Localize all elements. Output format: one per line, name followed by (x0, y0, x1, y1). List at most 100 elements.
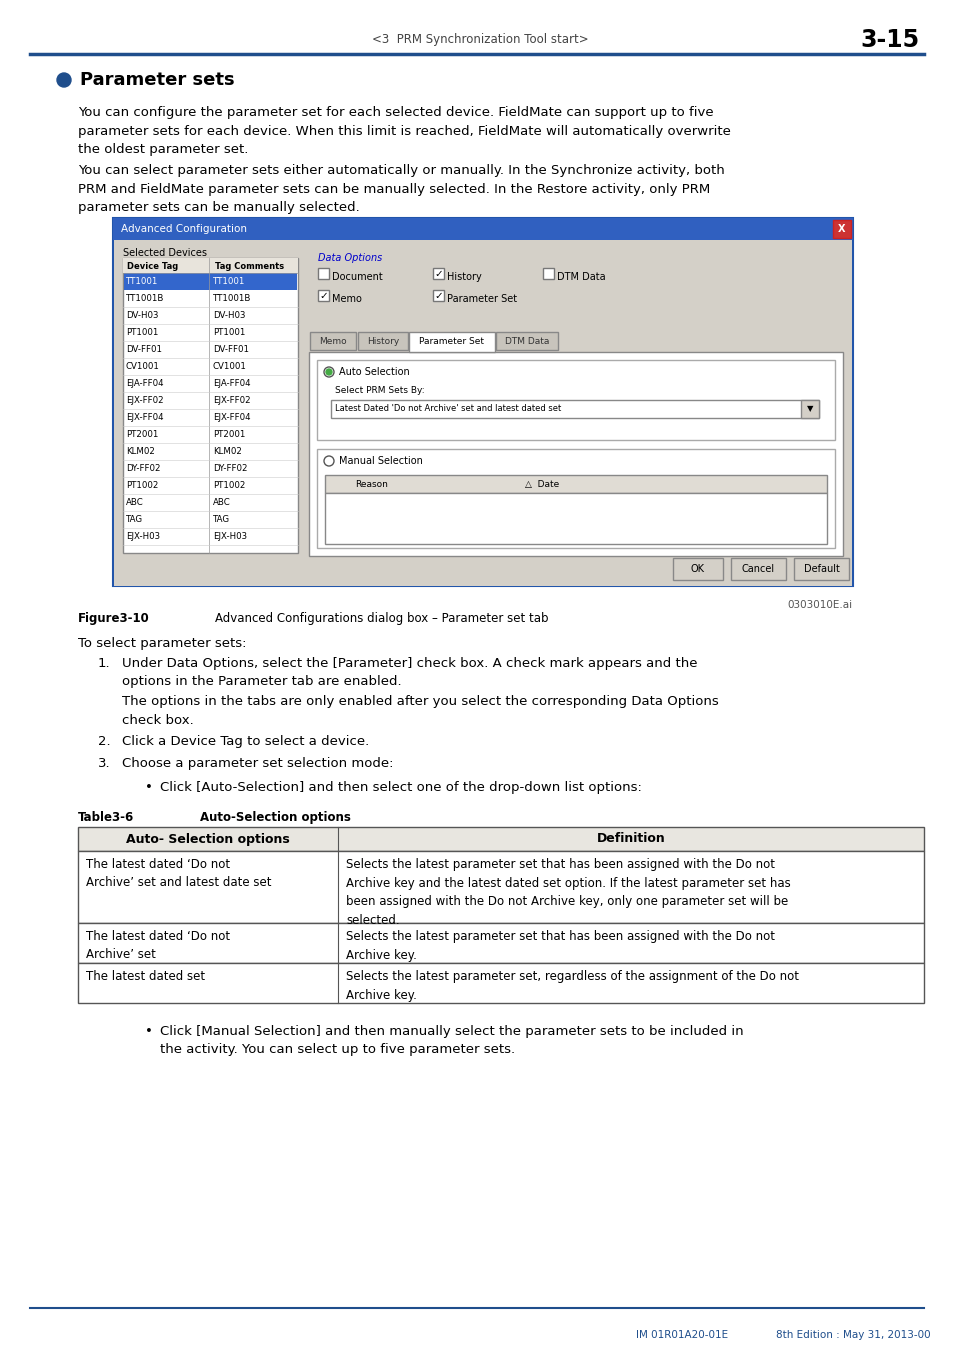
Text: ABC: ABC (213, 498, 231, 508)
Text: Memo: Memo (319, 338, 347, 347)
Bar (832, 220, 850, 238)
Text: 3.: 3. (98, 757, 111, 769)
Text: Choose a parameter set selection mode:: Choose a parameter set selection mode: (122, 757, 393, 769)
Text: OK: OK (690, 564, 704, 574)
Text: Latest Dated 'Do not Archive' set and latest dated set: Latest Dated 'Do not Archive' set and la… (335, 404, 560, 413)
Text: The latest dated set: The latest dated set (86, 971, 205, 983)
Bar (793, 558, 848, 580)
Text: KLM02: KLM02 (213, 447, 242, 456)
Bar (331, 400, 818, 418)
Text: •: • (145, 782, 152, 794)
Text: CV1001: CV1001 (126, 362, 160, 371)
Text: DV-FF01: DV-FF01 (126, 346, 162, 354)
Text: ✓: ✓ (319, 290, 328, 301)
Text: EJX-FF04: EJX-FF04 (126, 413, 164, 423)
Bar (112, 217, 852, 586)
Text: DTM Data: DTM Data (557, 271, 605, 282)
Text: Data Options: Data Options (317, 252, 382, 263)
Bar (309, 352, 842, 556)
Text: 0303010E.ai: 0303010E.ai (787, 599, 852, 610)
Text: Advanced Configurations dialog box – Parameter set tab: Advanced Configurations dialog box – Par… (214, 612, 548, 625)
Text: Selects the latest parameter set, regardless of the assignment of the Do not
Arc: Selects the latest parameter set, regard… (346, 971, 799, 1002)
Bar (78, 963, 923, 1003)
Text: Document: Document (332, 271, 382, 282)
Bar (409, 332, 495, 352)
Text: ▼: ▼ (806, 405, 812, 413)
Text: To select parameter sets:: To select parameter sets: (78, 637, 246, 649)
Text: Selects the latest parameter set that has been assigned with the Do not
Archive : Selects the latest parameter set that ha… (346, 859, 790, 926)
Text: •: • (145, 1025, 152, 1038)
Text: Reason: Reason (355, 481, 388, 489)
Circle shape (57, 73, 71, 86)
Text: 2.: 2. (98, 734, 111, 748)
Text: PT1002: PT1002 (213, 481, 245, 490)
Bar (325, 475, 826, 493)
Text: EJX-FF04: EJX-FF04 (213, 413, 251, 423)
Text: EJA-FF04: EJA-FF04 (213, 379, 251, 387)
Text: X: X (838, 224, 845, 234)
Text: TT1001B: TT1001B (126, 294, 164, 302)
Text: DTM Data: DTM Data (504, 338, 549, 347)
Text: The latest dated ‘Do not
Archive’ set and latest date set: The latest dated ‘Do not Archive’ set an… (86, 859, 272, 890)
Text: The options in the tabs are only enabled after you select the corresponding Data: The options in the tabs are only enabled… (122, 695, 718, 726)
Text: DY-FF02: DY-FF02 (213, 464, 247, 472)
Text: Click [Auto-Selection] and then select one of the drop-down list options:: Click [Auto-Selection] and then select o… (160, 782, 641, 794)
Text: You can configure the parameter set for each selected device. FieldMate can supp: You can configure the parameter set for … (78, 107, 730, 157)
Text: TT1001B: TT1001B (213, 294, 251, 302)
Text: Click a Device Tag to select a device.: Click a Device Tag to select a device. (122, 734, 369, 748)
Text: TAG: TAG (126, 514, 143, 524)
Bar (316, 360, 834, 440)
Text: Parameter sets: Parameter sets (80, 72, 234, 89)
Text: TT1001: TT1001 (126, 277, 158, 286)
Bar (672, 558, 722, 580)
Text: KLM02: KLM02 (126, 447, 154, 456)
Text: Advanced Configuration: Advanced Configuration (121, 224, 247, 234)
Text: Click [Manual Selection] and then manually select the parameter sets to be inclu: Click [Manual Selection] and then manual… (160, 1025, 742, 1057)
Text: △  Date: △ Date (524, 481, 558, 489)
Bar (112, 217, 852, 240)
Text: Selected Devices: Selected Devices (123, 248, 207, 258)
Text: DV-H03: DV-H03 (126, 310, 158, 320)
Bar (317, 290, 329, 301)
Text: ✓: ✓ (434, 269, 442, 278)
Text: DV-H03: DV-H03 (213, 310, 245, 320)
Text: Device Tag: Device Tag (127, 262, 178, 271)
Text: DY-FF02: DY-FF02 (126, 464, 160, 472)
Text: Cancel: Cancel (741, 564, 774, 574)
Text: IM 01R01A20-01E: IM 01R01A20-01E (636, 1330, 727, 1341)
Bar (730, 558, 785, 580)
Text: ✓: ✓ (434, 290, 442, 301)
Text: EJA-FF04: EJA-FF04 (126, 379, 164, 387)
Text: PT1001: PT1001 (126, 328, 158, 338)
Bar (113, 240, 851, 586)
Text: Select PRM Sets By:: Select PRM Sets By: (335, 386, 424, 396)
Text: History: History (447, 271, 481, 282)
Text: DV-FF01: DV-FF01 (213, 346, 249, 354)
Text: EJX-FF02: EJX-FF02 (126, 396, 164, 405)
Circle shape (324, 367, 334, 377)
Text: TT1001: TT1001 (213, 277, 245, 286)
Bar (123, 258, 297, 273)
Bar (325, 493, 826, 544)
Text: You can select parameter sets either automatically or manually. In the Synchroni: You can select parameter sets either aut… (78, 163, 724, 215)
Text: PT1002: PT1002 (126, 481, 158, 490)
Bar (316, 450, 834, 548)
Text: History: History (367, 338, 398, 347)
Text: CV1001: CV1001 (213, 362, 247, 371)
Text: PT1001: PT1001 (213, 328, 245, 338)
Text: <3  PRM Synchronization Tool start>: <3 PRM Synchronization Tool start> (372, 34, 588, 46)
Text: Tag Comments: Tag Comments (214, 262, 284, 271)
Text: 8th Edition : May 31, 2013-00: 8th Edition : May 31, 2013-00 (775, 1330, 929, 1341)
Text: 1.: 1. (98, 657, 111, 670)
Bar (801, 400, 818, 418)
Text: Table3-6: Table3-6 (78, 811, 134, 824)
Bar (124, 273, 296, 290)
Text: Auto- Selection options: Auto- Selection options (126, 833, 290, 845)
Bar (496, 332, 558, 350)
Bar (78, 828, 923, 850)
Text: Figure3-10: Figure3-10 (78, 612, 150, 625)
Bar (78, 850, 923, 923)
Bar (123, 258, 297, 554)
Text: EJX-FF02: EJX-FF02 (213, 396, 251, 405)
Bar (433, 269, 443, 279)
